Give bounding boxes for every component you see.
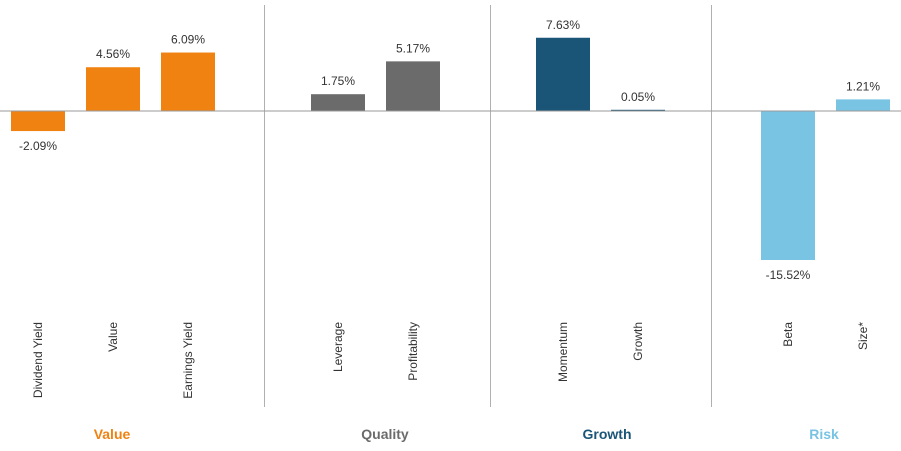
category-label-growth: Growth [631,322,645,361]
bar-size [836,99,890,111]
value-label-growth: 0.05% [621,90,655,104]
group-label-risk: Risk [809,426,839,442]
value-labels: -2.09% 4.56% 6.09% 1.75% 5.17% 7.63% 0.05% -15.… [19,18,880,282]
bar-leverage [311,94,365,111]
value-label-size: 1.21% [846,79,880,93]
bar-growth [611,109,665,111]
category-label-momentum: Momentum [556,322,570,382]
bar-beta [761,111,815,260]
value-label-profitability: 5.17% [396,41,430,55]
value-label-value: 4.56% [96,47,130,61]
value-label-momentum: 7.63% [546,18,580,32]
bar-dividend-yield [11,111,65,132]
group-label-quality: Quality [361,426,409,442]
group-labels: Value Quality Growth Risk [94,426,839,442]
bar-value [86,67,140,111]
bars [11,37,890,260]
bar-momentum [536,37,590,111]
group-label-value: Value [94,426,131,442]
bar-earnings-yield [161,52,215,111]
value-label-earnings-yield: 6.09% [171,33,205,47]
category-label-profitability: Profitability [406,322,420,381]
bar-profitability [386,61,440,111]
value-label-dividend-yield: -2.09% [19,139,57,153]
category-label-leverage: Leverage [331,322,345,372]
category-label-size: Size* [856,322,870,350]
value-label-leverage: 1.75% [321,74,355,88]
category-labels: Dividend Yield Value Earnings Yield Leverag… [31,322,870,399]
category-label-dividend-yield: Dividend Yield [31,322,45,398]
category-label-beta: Beta [781,322,795,347]
category-label-value: Value [106,322,120,352]
category-label-earnings-yield: Earnings Yield [181,322,195,399]
value-label-beta: -15.52% [766,268,811,282]
group-separators [264,5,712,407]
group-label-growth: Growth [583,426,632,442]
